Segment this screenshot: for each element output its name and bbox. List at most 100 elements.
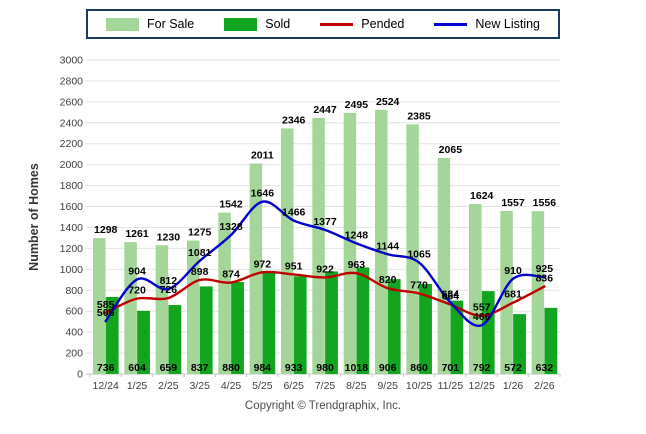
- svg-text:0: 0: [77, 369, 83, 381]
- svg-text:2011: 2011: [251, 150, 274, 162]
- svg-text:1624: 1624: [470, 190, 494, 202]
- svg-text:1200: 1200: [60, 243, 84, 255]
- svg-text:9/25: 9/25: [377, 380, 398, 392]
- svg-text:1646: 1646: [251, 188, 275, 200]
- legend: For Sale Sold Pended New Listing: [85, 9, 561, 39]
- svg-text:2400: 2400: [60, 117, 84, 129]
- svg-text:2447: 2447: [313, 104, 337, 116]
- svg-text:5/25: 5/25: [252, 380, 273, 392]
- svg-text:1328: 1328: [219, 221, 243, 233]
- svg-text:1248: 1248: [345, 229, 369, 241]
- svg-text:604: 604: [128, 362, 146, 374]
- svg-text:736: 736: [97, 362, 115, 374]
- sold-swatch-icon: [224, 17, 258, 31]
- svg-text:1/25: 1/25: [127, 380, 148, 392]
- svg-text:726: 726: [160, 284, 178, 296]
- svg-text:557: 557: [473, 302, 491, 314]
- svg-text:963: 963: [348, 259, 366, 271]
- svg-text:8/25: 8/25: [346, 380, 367, 392]
- svg-text:200: 200: [65, 348, 83, 360]
- svg-text:925: 925: [536, 263, 554, 275]
- legend-item-sold: Sold: [224, 17, 290, 31]
- svg-text:2065: 2065: [439, 144, 463, 156]
- svg-text:1081: 1081: [188, 247, 212, 259]
- svg-text:3000: 3000: [60, 55, 84, 67]
- legend-label-sold: Sold: [265, 17, 291, 31]
- svg-text:1377: 1377: [313, 216, 337, 228]
- svg-text:2385: 2385: [407, 110, 431, 122]
- svg-text:1557: 1557: [501, 197, 525, 209]
- svg-text:770: 770: [410, 279, 428, 291]
- svg-text:6/25: 6/25: [283, 380, 304, 392]
- svg-text:880: 880: [222, 362, 240, 374]
- svg-text:1261: 1261: [125, 228, 149, 240]
- svg-text:659: 659: [160, 362, 178, 374]
- legend-item-for-sale: For Sale: [105, 17, 195, 31]
- svg-text:11/25: 11/25: [438, 380, 464, 392]
- svg-text:904: 904: [128, 265, 146, 277]
- svg-text:972: 972: [254, 258, 272, 270]
- svg-text:792: 792: [473, 362, 491, 374]
- svg-text:12/24: 12/24: [93, 380, 119, 392]
- svg-text:720: 720: [128, 285, 146, 297]
- svg-text:2495: 2495: [345, 99, 369, 111]
- svg-text:1018: 1018: [345, 362, 369, 374]
- svg-text:1/26: 1/26: [503, 380, 524, 392]
- svg-text:2346: 2346: [282, 114, 306, 126]
- svg-text:572: 572: [504, 362, 522, 374]
- legend-item-new-listing: New Listing: [434, 17, 540, 31]
- svg-text:860: 860: [410, 362, 428, 374]
- svg-text:812: 812: [160, 275, 178, 287]
- svg-text:1400: 1400: [60, 222, 84, 234]
- svg-text:2/26: 2/26: [534, 380, 555, 392]
- legend-label-for-sale: For Sale: [146, 17, 195, 31]
- axis-labels: 0 200 400 600 800 1000 1200 1400 1600 1800 2000 220…: [60, 55, 555, 393]
- svg-text:980: 980: [316, 362, 334, 374]
- legend-item-pended: Pended: [320, 17, 404, 31]
- svg-text:3/25: 3/25: [189, 380, 210, 392]
- svg-text:1542: 1542: [219, 199, 243, 211]
- svg-text:2600: 2600: [60, 96, 84, 108]
- svg-text:1600: 1600: [60, 201, 84, 213]
- svg-text:2524: 2524: [376, 96, 400, 108]
- svg-text:1065: 1065: [407, 249, 431, 261]
- svg-text:1144: 1144: [376, 240, 399, 252]
- svg-text:906: 906: [379, 362, 397, 374]
- svg-text:1230: 1230: [157, 231, 181, 243]
- svg-text:10/25: 10/25: [406, 380, 432, 392]
- svg-text:984: 984: [254, 362, 272, 374]
- svg-text:933: 933: [285, 362, 303, 374]
- svg-text:600: 600: [65, 306, 83, 318]
- svg-text:466: 466: [473, 311, 491, 323]
- copyright-text: Copyright © Trendgraphix, Inc.: [244, 400, 402, 412]
- svg-text:951: 951: [285, 260, 303, 272]
- legend-label-new-listing: New Listing: [475, 17, 541, 31]
- svg-text:820: 820: [379, 274, 397, 286]
- svg-text:585: 585: [97, 299, 115, 311]
- svg-text:632: 632: [536, 362, 554, 374]
- svg-text:1466: 1466: [282, 207, 306, 219]
- svg-text:898: 898: [191, 266, 209, 278]
- svg-text:1275: 1275: [188, 227, 212, 239]
- svg-text:922: 922: [316, 263, 334, 275]
- svg-text:505: 505: [97, 307, 115, 319]
- for-sale-swatch-icon: [105, 17, 139, 31]
- new-listing-line-icon: [434, 22, 468, 26]
- pended-line-icon: [320, 22, 354, 26]
- svg-text:910: 910: [504, 265, 522, 277]
- svg-text:2/25: 2/25: [158, 380, 179, 392]
- svg-text:681: 681: [504, 289, 522, 301]
- svg-text:1800: 1800: [60, 180, 84, 192]
- y-axis-title: Number of Homes: [27, 163, 41, 271]
- line-layer: [104, 200, 546, 327]
- svg-text:701: 701: [442, 362, 460, 374]
- svg-text:1000: 1000: [60, 264, 84, 276]
- legend-label-pended: Pended: [361, 17, 405, 31]
- svg-text:12/25: 12/25: [469, 380, 495, 392]
- svg-text:7/25: 7/25: [315, 380, 336, 392]
- svg-text:2000: 2000: [60, 159, 84, 171]
- svg-text:400: 400: [65, 327, 83, 339]
- svg-text:4/25: 4/25: [221, 380, 242, 392]
